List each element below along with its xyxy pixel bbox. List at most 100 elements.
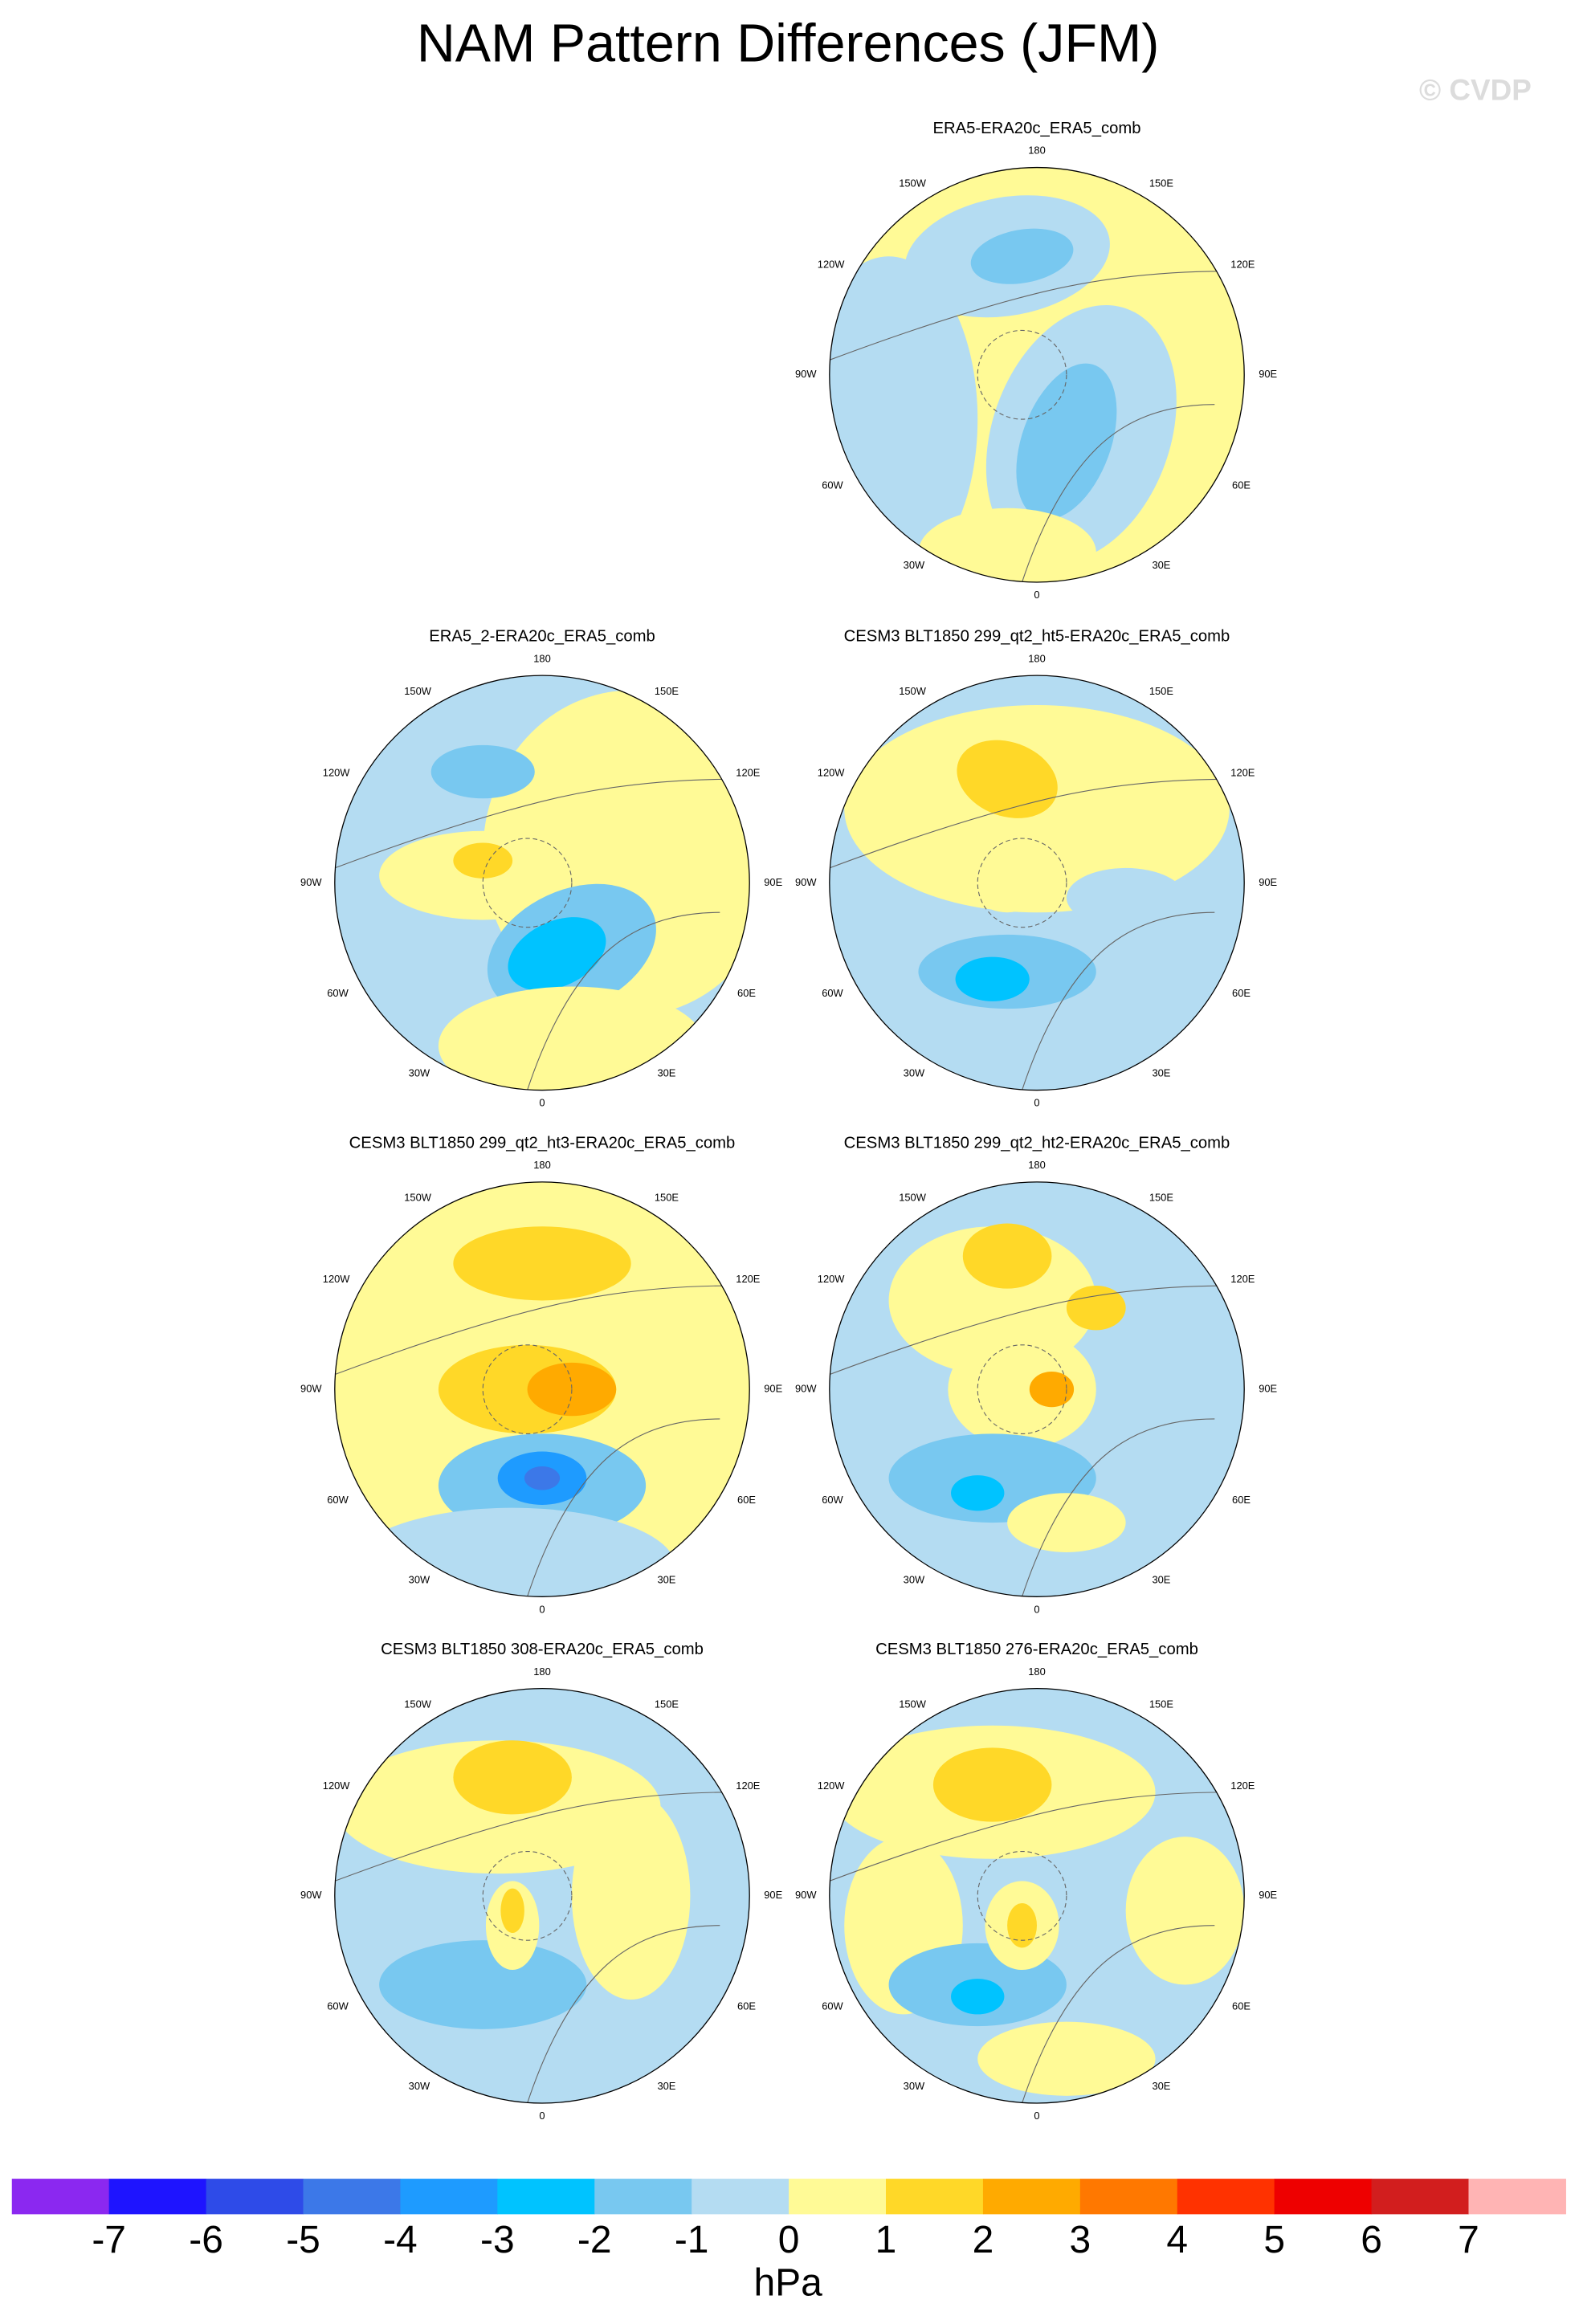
coast-hint <box>977 1344 1067 1434</box>
contour-region <box>1007 1493 1126 1552</box>
longitude-label: 150W <box>404 1698 432 1710</box>
colorbar-box <box>11 2179 110 2215</box>
coast-hint <box>1022 404 1215 582</box>
colorbar-box <box>789 2179 887 2215</box>
contour-region <box>334 1285 424 1523</box>
colorbar-box <box>885 2179 984 2215</box>
panel-title: CESM3 BLT1850 299_qt2_ht2-ERA20c_ERA5_co… <box>844 1134 1230 1152</box>
longitude-label: 90W <box>795 1889 817 1901</box>
longitude-label: 60W <box>327 1494 349 1506</box>
contour-region <box>1007 1903 1037 1948</box>
coast-hint <box>977 1850 1067 1941</box>
map-border <box>334 1181 750 1597</box>
longitude-label: 90W <box>300 1889 322 1901</box>
coast-hint <box>482 838 573 928</box>
contour-region <box>948 1330 1096 1449</box>
map-border <box>829 1687 1245 2104</box>
longitude-label: 0 <box>1034 1097 1039 1109</box>
longitude-label: 120E <box>736 766 761 778</box>
colorbar-box <box>594 2179 692 2215</box>
longitude-label: 90E <box>1259 1383 1277 1395</box>
coast-hint <box>1022 911 1215 1091</box>
longitude-label: 90E <box>764 1383 782 1395</box>
longitude-label: 120W <box>818 259 846 271</box>
longitude-label: 60E <box>1232 987 1251 999</box>
coast-hint <box>334 778 735 869</box>
contour-region <box>453 842 513 879</box>
longitude-label: 150E <box>1149 1698 1174 1710</box>
longitude-label: 30W <box>904 2080 925 2092</box>
colorbar-box <box>1274 2179 1373 2215</box>
longitude-label: 90E <box>1259 876 1277 888</box>
colorbar-label: 0 <box>778 2219 800 2261</box>
map-border <box>334 675 750 1091</box>
colorbar-label: -4 <box>383 2219 418 2261</box>
longitude-label: 0 <box>1034 2110 1039 2122</box>
longitude-label: 150E <box>1149 177 1174 189</box>
longitude-label: 90W <box>300 1383 322 1395</box>
map-border <box>829 675 1245 1091</box>
panel-title: CESM3 BLT1850 308-ERA20c_ERA5_comb <box>381 1641 704 1658</box>
longitude-label: 0 <box>539 1097 545 1109</box>
contour-region <box>1029 1371 1075 1408</box>
longitude-label: 60E <box>737 2000 756 2012</box>
longitude-label: 90E <box>764 876 782 888</box>
coast-hint <box>1022 1925 1215 2104</box>
contour-region <box>453 1226 631 1301</box>
longitude-label: 180 <box>1028 652 1046 664</box>
longitude-label: 30E <box>1152 559 1170 571</box>
longitude-label: 150W <box>899 1192 927 1204</box>
contour-region <box>932 1747 1052 1822</box>
panel-title: CESM3 BLT1850 299_qt2_ht5-ERA20c_ERA5_co… <box>844 628 1230 646</box>
coast-hint <box>829 1792 1230 1882</box>
contour-region <box>500 1888 524 1933</box>
colorbar-label: -2 <box>577 2219 612 2261</box>
longitude-label: 30E <box>657 1573 675 1585</box>
longitude-label: 120W <box>818 766 846 778</box>
colorbar-box <box>108 2179 207 2215</box>
coast-hint <box>334 1792 735 1882</box>
contour-region <box>970 228 1074 284</box>
panel-title: CESM3 BLT1850 276-ERA20c_ERA5_comb <box>875 1641 1198 1658</box>
longitude-label: 180 <box>1028 1666 1046 1678</box>
colorbar-box <box>303 2179 401 2215</box>
contour-region <box>918 508 1096 582</box>
watermark: © CVDP <box>1419 73 1532 106</box>
contour-region <box>349 1507 675 1597</box>
longitude-label: 150W <box>404 685 432 697</box>
contour-region <box>508 917 606 991</box>
longitude-label: 30W <box>409 1067 430 1079</box>
figure-title: NAM Pattern Differences (JFM) <box>417 14 1160 74</box>
colorbar-label: 2 <box>973 2219 994 2261</box>
coast-hint <box>977 838 1067 928</box>
contour-region <box>951 1979 1005 2015</box>
colorbar-unit: hPa <box>754 2262 823 2305</box>
longitude-label: 150W <box>404 1192 432 1204</box>
longitude-label: 30W <box>904 1573 925 1585</box>
longitude-label: 90W <box>795 1383 817 1395</box>
longitude-label: 30W <box>409 1573 430 1585</box>
coast-hint <box>482 1344 573 1434</box>
contour-region <box>957 740 1058 818</box>
coast-hint <box>829 778 1230 869</box>
panel-title: ERA5_2-ERA20c_ERA5_comb <box>429 628 655 646</box>
longitude-label: 180 <box>533 1159 551 1171</box>
colorbar-label: -3 <box>480 2219 515 2261</box>
longitude-label: 180 <box>1028 145 1046 157</box>
longitude-label: 120W <box>818 1273 846 1285</box>
contour-region <box>430 744 535 799</box>
longitude-label: 120E <box>736 1780 761 1792</box>
colorbar-box <box>1371 2179 1470 2215</box>
contour-region <box>955 956 1030 1001</box>
colorbar-label: -6 <box>189 2219 223 2261</box>
contour-region <box>1066 867 1185 928</box>
longitude-label: 150W <box>899 1698 927 1710</box>
colorbar-box <box>1177 2179 1275 2215</box>
longitude-label: 180 <box>533 652 551 664</box>
longitude-label: 180 <box>1028 1159 1046 1171</box>
contour-region <box>1125 1837 1245 1985</box>
longitude-label: 60W <box>327 2000 349 2012</box>
contour-region <box>962 823 1052 913</box>
contour-region <box>951 1475 1005 1511</box>
colorbar-label: -5 <box>286 2219 320 2261</box>
